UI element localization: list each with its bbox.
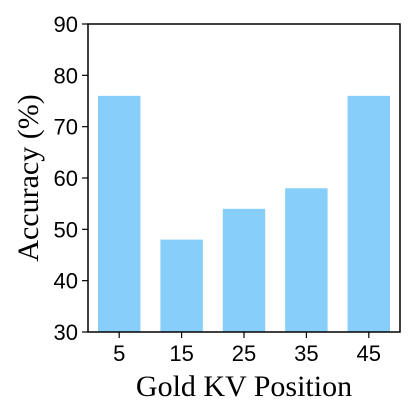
bar-45 bbox=[347, 95, 391, 332]
y-tick-label: 80 bbox=[54, 63, 78, 88]
y-axis-title: Accuracy (%) bbox=[12, 94, 45, 261]
x-axis: 5 15 25 35 45 bbox=[113, 332, 381, 366]
x-tick-label: 45 bbox=[357, 341, 381, 366]
y-tick-label: 90 bbox=[54, 12, 78, 37]
x-tick-label: 25 bbox=[232, 341, 256, 366]
y-axis: 30 40 50 60 70 80 90 bbox=[54, 12, 88, 345]
x-tick-label: 15 bbox=[169, 341, 193, 366]
bars-layer bbox=[97, 95, 391, 332]
x-axis-title: Gold KV Position bbox=[136, 370, 352, 403]
bar-25 bbox=[222, 208, 266, 332]
x-tick-label: 35 bbox=[294, 341, 318, 366]
y-tick-label: 30 bbox=[54, 320, 78, 345]
bar-35 bbox=[285, 188, 328, 332]
y-tick-label: 70 bbox=[54, 115, 78, 140]
y-tick-label: 40 bbox=[54, 269, 78, 294]
bar-5 bbox=[97, 95, 141, 332]
bar-15 bbox=[160, 239, 203, 332]
y-tick-label: 60 bbox=[54, 166, 78, 191]
x-tick-label: 5 bbox=[113, 341, 125, 366]
y-tick-label: 50 bbox=[54, 217, 78, 242]
